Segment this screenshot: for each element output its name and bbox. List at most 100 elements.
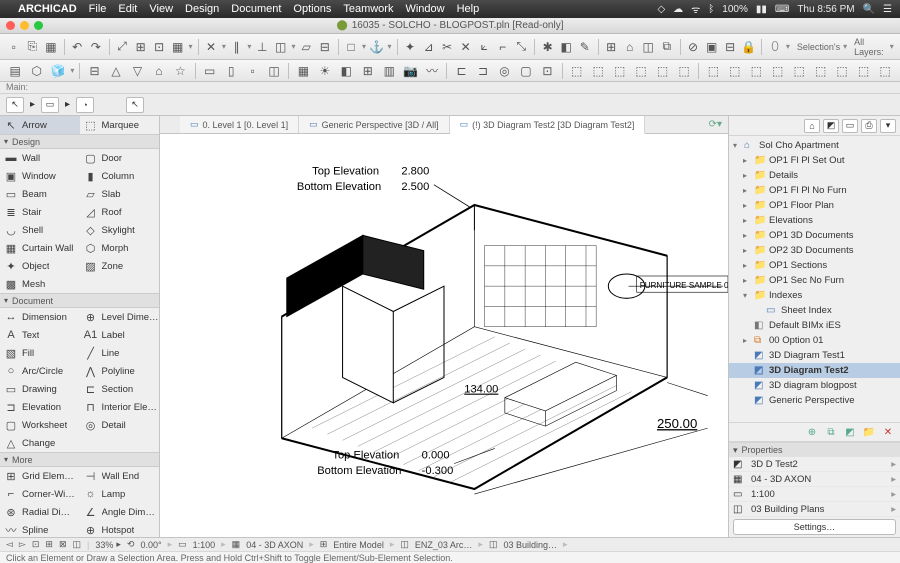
prop-row[interactable]: ▦04 - 3D AXON▸ [729,472,900,487]
suspend-icon[interactable]: ⊘ [685,37,701,57]
nav-view-icon[interactable]: ◩ [823,119,839,133]
sheet2-icon[interactable]: ▯ [222,61,240,81]
split-icon[interactable]: ✕ [458,37,474,57]
link-icon[interactable]: ⧉ [659,37,675,57]
nav-copy-icon[interactable]: ⧉ [823,425,839,439]
camera-icon[interactable]: 📷 [401,61,419,81]
tool-elevation[interactable]: ⊐Elevation [0,398,80,416]
pick-icon[interactable]: ⤢ [114,37,130,57]
tool-arc-circle[interactable]: ○Arc/Circle [0,362,80,380]
ib-arrow-icon[interactable]: ↖ [126,97,144,113]
tool-interior-ele-[interactable]: ⊓Interior Ele… [80,398,160,416]
tool-level-dime-[interactable]: ⊕Level Dime… [80,308,160,326]
grid-icon[interactable]: ▦ [170,37,186,57]
intersect-icon[interactable]: ✕ [203,37,219,57]
tool-morph[interactable]: ⬡Morph [80,239,160,257]
tree-item[interactable]: ▸📁OP1 Sec No Furn [729,273,900,288]
tool-skylight[interactable]: ◇Skylight [80,221,160,239]
prop-row[interactable]: ◫03 Building Plans▸ [729,502,900,517]
nav-folder-icon[interactable]: 📁 [861,425,877,439]
zoom-button[interactable] [34,21,43,30]
x10-icon[interactable]: ⬚ [769,61,787,81]
repeat-icon[interactable]: ⊟ [317,37,333,57]
offset-icon[interactable]: ▱ [299,37,315,57]
tool-dimension[interactable]: ↔Dimension [0,308,80,326]
ib-cursor-icon[interactable]: ↖ [6,97,24,113]
sheet-icon[interactable]: ▭ [200,61,218,81]
view-tab[interactable]: ▭0. Level 1 [0. Level 1] [180,116,299,133]
tree-item[interactable]: ▸📁OP1 Floor Plan [729,198,900,213]
project-icon[interactable]: ▥ [380,61,398,81]
menu-design[interactable]: Design [185,3,219,15]
tool-lamp[interactable]: ☼Lamp [80,485,160,503]
orbit-icon[interactable]: 🧊 [49,61,67,81]
align-icon[interactable]: ⊞ [133,37,149,57]
tool-line[interactable]: ╱Line [80,344,160,362]
tool-section[interactable]: ⊏Section [80,380,160,398]
sheet3-icon[interactable]: ▫ [243,61,261,81]
nav-proj-icon[interactable]: ⌂ [804,119,820,133]
drawing-canvas[interactable]: Top Elevation 2.800 Bottom Elevation 2.5… [160,134,728,537]
section-more[interactable]: ▾More [0,452,159,467]
vb-bld[interactable]: 03 Building… [503,540,557,550]
tool-stair[interactable]: ≣Stair [0,203,80,221]
x11-icon[interactable]: ⬚ [790,61,808,81]
fav-icon[interactable]: ☆ [171,61,189,81]
vb-fwd-icon[interactable]: ▻ [19,539,26,550]
tree-item[interactable]: ◩3D Diagram Test1 [729,348,900,363]
tool-worksheet[interactable]: ▢Worksheet [0,416,80,434]
nav-layout-icon[interactable]: ▭ [842,119,858,133]
tool-angle-dim-[interactable]: ∠Angle Dim… [80,503,160,521]
vb-view[interactable]: 04 - 3D AXON [246,540,303,550]
menu-file[interactable]: File [89,3,107,15]
input-icon[interactable]: ⌨ [775,4,789,15]
tree-item[interactable]: ▸📁OP1 Fl Pl Set Out [729,153,900,168]
x12-icon[interactable]: ⬚ [811,61,829,81]
tool-column[interactable]: ▮Column [80,167,160,185]
resize-icon[interactable]: ⤡ [514,37,530,57]
tree-item[interactable]: ▸📁OP1 3D Documents [729,228,900,243]
settings-button[interactable]: Settings… [733,519,896,535]
tool-marquee[interactable]: ⬚Marquee [80,116,160,134]
tree-item[interactable]: ▭Sheet Index [729,303,900,318]
tree-item[interactable]: ◩3D Diagram Test2 [729,363,900,378]
find-icon[interactable]: ⊞ [603,37,619,57]
menu-teamwork[interactable]: Teamwork [343,3,393,15]
corner-icon[interactable]: ⌐ [495,37,511,57]
vb-rot-icon[interactable]: ⟲ [127,539,135,550]
vb-b-icon[interactable]: ⊞ [45,539,53,550]
home2-icon[interactable]: ⌂ [150,61,168,81]
tree-item[interactable]: ▸📁Elevations [729,213,900,228]
x2-icon[interactable]: ⬚ [589,61,607,81]
bisect-icon[interactable]: ◫ [273,37,289,57]
tool-[interactable] [80,275,160,293]
menu-help[interactable]: Help [457,3,480,15]
ruler-icon[interactable]: ⊿ [421,37,437,57]
minimize-button[interactable] [20,21,29,30]
solid-icon[interactable]: ◧ [558,37,574,57]
gravity-icon[interactable]: ⚓ [369,37,385,57]
ungroup-icon[interactable]: ⊟ [722,37,738,57]
tree-item[interactable]: ▸⧉00 Option 01 [729,333,900,348]
tool-roof[interactable]: ◿Roof [80,203,160,221]
x15-icon[interactable]: ⬚ [876,61,894,81]
section-icon[interactable]: ⊏ [452,61,470,81]
prop-row[interactable]: ◩3D D Test2▸ [729,457,900,472]
tool-curtain-wall[interactable]: ▦Curtain Wall [0,239,80,257]
tool-grid-elem-[interactable]: ⊞Grid Elem… [0,467,80,485]
cloud-icon[interactable]: ☁ [673,4,683,15]
material-icon[interactable]: ◧ [337,61,355,81]
parallel-icon[interactable]: ∥ [229,37,245,57]
view-tab[interactable]: ▭(!) 3D Diagram Test2 [3D Diagram Test2] [450,116,646,134]
snap-icon[interactable]: ⊡ [151,37,167,57]
tree-item[interactable]: ◧Default BIMx iES [729,318,900,333]
ib-rect-icon[interactable]: ▭ [41,97,59,113]
vb-d-icon[interactable]: ◫ [72,539,81,550]
adjust-icon[interactable]: ⟀ [476,37,492,57]
tree-item[interactable]: ◩Generic Perspective [729,393,900,408]
x9-icon[interactable]: ⬚ [747,61,765,81]
tool-arrow[interactable]: ↖Arrow [0,116,80,134]
menu-options[interactable]: Options [293,3,331,15]
spotlight-icon[interactable]: 🔍 [863,4,875,15]
x7-icon[interactable]: ⬚ [704,61,722,81]
